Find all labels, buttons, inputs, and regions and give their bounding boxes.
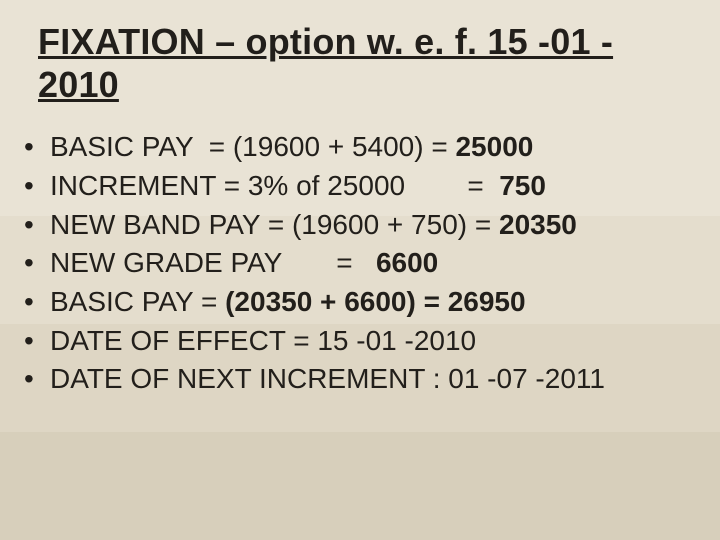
bullet-text-bold: 25000 xyxy=(455,131,533,162)
bullet-text-bold: 750 xyxy=(499,170,546,201)
bullet-text-bold: 20350 xyxy=(499,209,577,240)
bullet-dot-icon: • xyxy=(24,360,50,399)
bullet-dot-icon: • xyxy=(24,244,50,283)
bullet-text-pre: BASIC PAY = xyxy=(50,286,225,317)
bullet-text-pre: INCREMENT = 3% of 25000 = xyxy=(50,170,499,201)
bullet-text: NEW BAND PAY = (19600 + 750) = 20350 xyxy=(50,206,702,245)
slide-title: FIXATION – option w. e. f. 15 -01 - 2010 xyxy=(38,20,702,106)
bullet-text: DATE OF NEXT INCREMENT : 01 -07 -2011 xyxy=(50,360,702,399)
title-line-2: 2010 xyxy=(38,64,119,105)
bullet-item: •NEW GRADE PAY = 6600 xyxy=(24,244,702,283)
title-line-1: FIXATION – option w. e. f. 15 -01 - xyxy=(38,21,613,62)
bullet-dot-icon: • xyxy=(24,322,50,361)
bullet-text: NEW GRADE PAY = 6600 xyxy=(50,244,702,283)
bullet-item: •NEW BAND PAY = (19600 + 750) = 20350 xyxy=(24,206,702,245)
bullet-dot-icon: • xyxy=(24,283,50,322)
bullet-text-pre: NEW GRADE PAY = xyxy=(50,247,376,278)
bullet-text: INCREMENT = 3% of 25000 = 750 xyxy=(50,167,702,206)
bullet-text-bold: 6600 xyxy=(376,247,438,278)
bullet-text-pre: BASIC PAY = (19600 + 5400) = xyxy=(50,131,455,162)
bullet-text-pre: DATE OF EFFECT = 15 -01 -2010 xyxy=(50,325,476,356)
bullet-text-pre: NEW BAND PAY = (19600 + 750) = xyxy=(50,209,499,240)
bullet-item: •DATE OF NEXT INCREMENT : 01 -07 -2011 xyxy=(24,360,702,399)
bullet-dot-icon: • xyxy=(24,206,50,245)
bullet-item: •BASIC PAY = (19600 + 5400) = 25000 xyxy=(24,128,702,167)
bullet-dot-icon: • xyxy=(24,128,50,167)
bullet-item: •BASIC PAY = (20350 + 6600) = 26950 xyxy=(24,283,702,322)
bullet-list: •BASIC PAY = (19600 + 5400) = 25000•INCR… xyxy=(18,128,702,398)
bullet-dot-icon: • xyxy=(24,167,50,206)
slide-content: FIXATION – option w. e. f. 15 -01 - 2010… xyxy=(0,0,720,399)
bullet-item: •INCREMENT = 3% of 25000 = 750 xyxy=(24,167,702,206)
bullet-text: BASIC PAY = (20350 + 6600) = 26950 xyxy=(50,283,702,322)
bullet-text-bold: (20350 + 6600) = 26950 xyxy=(225,286,525,317)
bullet-item: •DATE OF EFFECT = 15 -01 -2010 xyxy=(24,322,702,361)
bullet-text: BASIC PAY = (19600 + 5400) = 25000 xyxy=(50,128,702,167)
bullet-text: DATE OF EFFECT = 15 -01 -2010 xyxy=(50,322,702,361)
bullet-text-pre: DATE OF NEXT INCREMENT : 01 -07 -2011 xyxy=(50,363,605,394)
